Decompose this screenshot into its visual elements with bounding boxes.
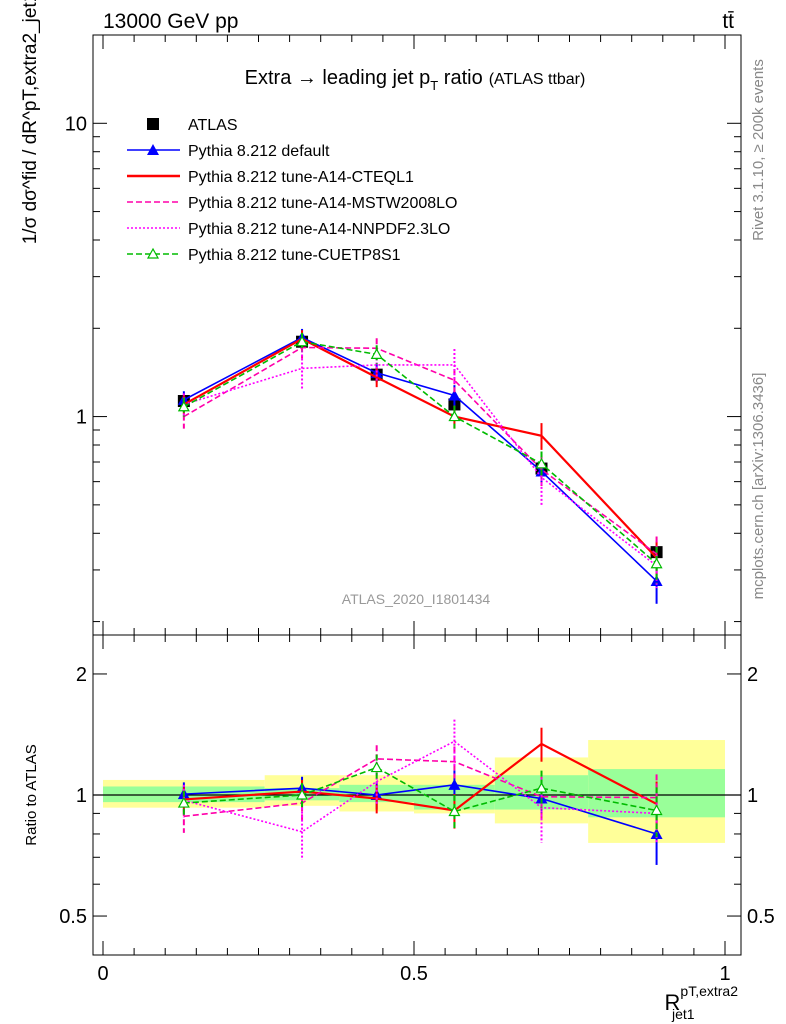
ratio-y-tick-label: 2 — [76, 664, 87, 686]
main-series-line — [183, 340, 658, 565]
main-data-point — [535, 457, 548, 469]
main-plot-panel: 1 10 Extra → leading jet pT ratio (ATLAS t… — [20, 0, 742, 636]
ratio-series-layer — [177, 719, 663, 865]
legend-entry-label: Pythia 8.212 tune-A14-MSTW2008LO — [188, 195, 457, 212]
main-series-0 — [177, 334, 663, 564]
plot-title-small: (ATLAS ttbar) — [489, 71, 586, 88]
analysis-id: ATLAS_2020_I1801434 — [342, 591, 491, 607]
ratio-plot-frame — [92, 634, 742, 956]
plot-title-sub: T — [430, 78, 438, 93]
ratio-y-axis-label: Ratio to ATLAS — [23, 744, 40, 845]
legend-entry-label: Pythia 8.212 tune-CUETP8S1 — [188, 247, 401, 264]
ratio-data-point — [448, 805, 461, 817]
ratio-plot-panel: 0.5 0.5 1 1 2 2 0 0.5 1 Ratio to ATLAS RpT,extra… — [23, 634, 775, 1022]
ratio-series-line — [183, 742, 658, 812]
main-series-5 — [177, 332, 663, 584]
legend-marker — [147, 118, 159, 130]
ratio-series-line — [183, 766, 657, 813]
ratio-y-tick-label-right: 0.5 — [747, 906, 775, 928]
main-series-3 — [182, 337, 658, 575]
ratio-data-point — [535, 781, 548, 793]
plot-title: Extra → leading jet pT ratio (ATLAS ttbar… — [245, 67, 586, 93]
ratio-y-tick-label: 0.5 — [59, 906, 87, 928]
x-axis-label-sup: pT,extra2 — [680, 983, 738, 999]
ratio-data-point — [177, 796, 190, 808]
main-y-axis-label: 1/σ dσ^fid / dR^pT,extra2_jet1 — [20, 0, 41, 244]
mcplots-label: mcplots.cern.ch [arXiv:1306.3436] — [750, 373, 767, 600]
main-series-line — [183, 364, 658, 567]
main-data-point — [448, 389, 461, 401]
x-axis-label: RpT,extra2 — [665, 983, 739, 1015]
main-data-point — [448, 410, 461, 422]
legend-entry-label: Pythia 8.212 default — [188, 143, 330, 160]
ratio-series-line — [183, 740, 657, 833]
legend-marker — [146, 247, 160, 259]
ratio-data-point — [296, 788, 309, 800]
main-series-layer — [177, 328, 663, 604]
main-data-point — [370, 348, 383, 359]
legend-entry-label: ATLAS — [188, 117, 238, 134]
ratio-y-tick-label-right: 1 — [747, 785, 758, 807]
ratio-y-tick-label-right: 2 — [747, 664, 758, 686]
main-y-tick-label: 1 — [76, 407, 87, 429]
legend-marker — [147, 144, 159, 155]
ratio-data-point — [448, 778, 461, 790]
main-y-tick-label: 10 — [65, 113, 87, 135]
ratio-series-4 — [177, 754, 663, 838]
ratio-series-line — [183, 758, 657, 818]
process-label: tt̄ — [722, 10, 734, 33]
x-axis-label-sub: jet1 — [671, 1006, 695, 1022]
main-series-line — [183, 336, 658, 582]
plot-title-main: Extra → leading jet p — [245, 67, 431, 89]
ratio-series-line — [183, 784, 657, 835]
plot-title-rest: ratio — [438, 67, 482, 89]
rivet-label: Rivet 3.1.10, ≥ 200k events — [750, 59, 767, 241]
main-ticks: 1 10 — [65, 34, 741, 635]
x-tick-label: 0 — [97, 963, 108, 985]
ratio-data-point — [650, 804, 663, 816]
x-axis-label-main: R — [665, 990, 681, 1015]
main-series-line — [183, 346, 658, 555]
collision-label: 13000 GeV pp — [103, 10, 238, 33]
main-data-point — [177, 400, 190, 412]
legend-entry-label: Pythia 8.212 tune-A14-CTEQL1 — [188, 169, 414, 186]
main-data-point — [650, 557, 663, 569]
legend-entry-label: Pythia 8.212 tune-A14-NNPDF2.3LO — [188, 221, 450, 238]
ratio-data-point — [370, 761, 383, 773]
main-data-point — [296, 335, 309, 347]
x-tick-label: 1 — [719, 963, 730, 985]
ratio-y-tick-label: 1 — [76, 785, 87, 807]
legend: ATLAS Pythia 8.212 default Pythia 8.212 tu… — [127, 117, 457, 264]
main-series-line — [183, 337, 658, 559]
x-tick-label: 0.5 — [400, 963, 428, 985]
